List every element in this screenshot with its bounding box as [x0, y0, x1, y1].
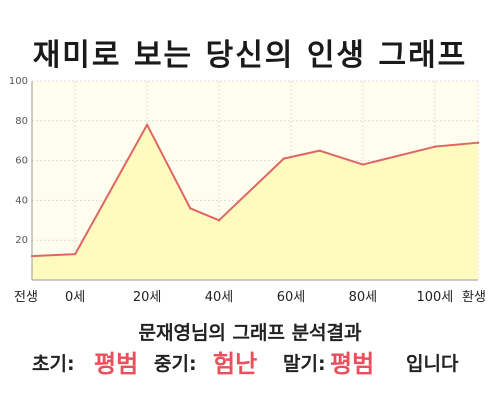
data-point [433, 145, 437, 148]
x-tick-label: 60세 [277, 290, 306, 305]
ending-text: 입니다 [406, 353, 459, 375]
area-fill [32, 124, 478, 280]
middle-value: 험난 [213, 350, 258, 378]
y-tick-label: 40 [15, 195, 28, 206]
x-tick-label: 80세 [349, 290, 378, 305]
page-title: 재미로 보는 당신의 인생 그래프 [32, 38, 468, 73]
data-point [189, 207, 192, 210]
data-point [361, 163, 365, 166]
data-point [476, 141, 480, 144]
x-tick-label: 환생 [462, 290, 486, 305]
y-tick-label: 80 [15, 116, 28, 127]
series-line [31, 123, 479, 258]
early-label: 초기: [32, 353, 75, 375]
y-tick-label: 100 [9, 76, 28, 87]
analysis-result: 초기: 평범 중기: 험난 말기: 평범 입니다 [0, 344, 500, 380]
late-value: 평범 [330, 350, 375, 378]
y-tick-label: 60 [15, 156, 28, 167]
x-tick-label: 0세 [65, 290, 85, 305]
middle-label: 중기: [154, 353, 197, 375]
analysis-heading: 문재영님의 그래프 분석결과 [138, 322, 362, 344]
x-tick-label: 100세 [416, 290, 453, 305]
data-point [145, 123, 149, 126]
y-tick-label: 20 [15, 235, 28, 246]
x-tick-label: 20세 [133, 290, 162, 305]
data-point [282, 157, 285, 160]
life-chart: 20 40 60 80 100 전생 0세 20세 40세 60세 80세 100세 환생 [9, 76, 486, 305]
late-label: 말기: [283, 353, 326, 375]
early-value: 평범 [94, 350, 139, 378]
data-point [73, 252, 77, 256]
x-tick-label: 40세 [205, 290, 234, 305]
x-tick-label: 전생 [14, 290, 38, 305]
data-point [217, 219, 221, 222]
data-point [318, 149, 321, 152]
